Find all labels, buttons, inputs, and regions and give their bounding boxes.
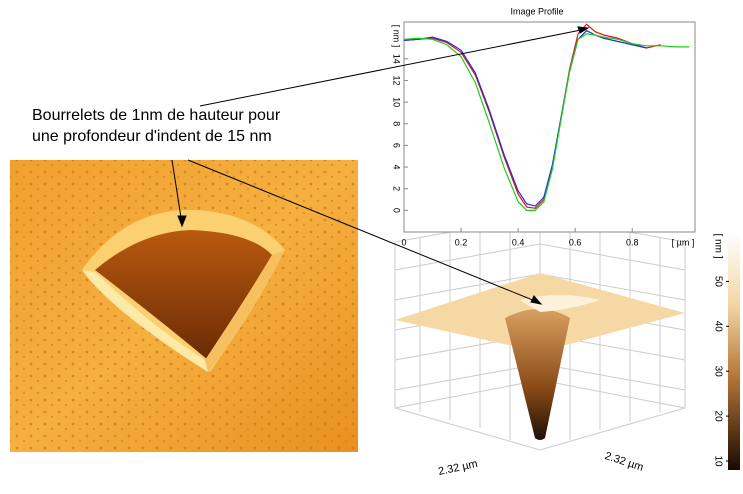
colorbar-tick-label: 50 — [712, 276, 723, 288]
surface-3d — [394, 215, 686, 451]
annotation-line: une profondeur d'indent de 15 nm — [32, 128, 272, 145]
y-tick-label: 0 — [392, 208, 402, 213]
x-tick-label: 0 — [401, 237, 406, 247]
x-tick-label: 0.6 — [569, 237, 582, 247]
x-axis-label: [ µm ] — [672, 237, 695, 247]
colorbar-tick-label: 20 — [712, 411, 723, 423]
afm-image — [10, 160, 358, 452]
surface-x-label: 2.32 µm — [437, 458, 479, 478]
y-tick-label: 2 — [392, 186, 402, 191]
annotation-arrows — [171, 26, 590, 305]
x-tick-label: 0.4 — [512, 237, 525, 247]
surface-y-label: 2.32 µm — [603, 450, 645, 474]
y-tick-label: 12 — [392, 75, 402, 85]
x-tick-label: 0.8 — [626, 237, 639, 247]
y-tick-label: 4 — [392, 165, 402, 170]
chart-title: Image Profile — [510, 6, 563, 16]
colorbar-tick-label: 10 — [712, 455, 723, 467]
colorbar-tick-label: 40 — [712, 321, 723, 333]
colorbar-tick-label: 30 — [712, 366, 723, 378]
y-tick-label: 10 — [392, 97, 402, 107]
colorbar-unit: [ nm ] — [712, 233, 723, 258]
profile-line — [403, 33, 690, 211]
y-tick-label: 8 — [392, 121, 402, 126]
plot-area — [403, 21, 696, 233]
y-tick-label: 6 — [392, 143, 402, 148]
y-tick-label: 14 — [392, 54, 402, 64]
colorbar — [728, 232, 740, 470]
annotation-line: Bourrelets de 1nm de hauteur pour — [32, 107, 281, 124]
y-axis-label: [ nm ] — [392, 25, 402, 48]
x-tick-label: 0.2 — [455, 237, 468, 247]
